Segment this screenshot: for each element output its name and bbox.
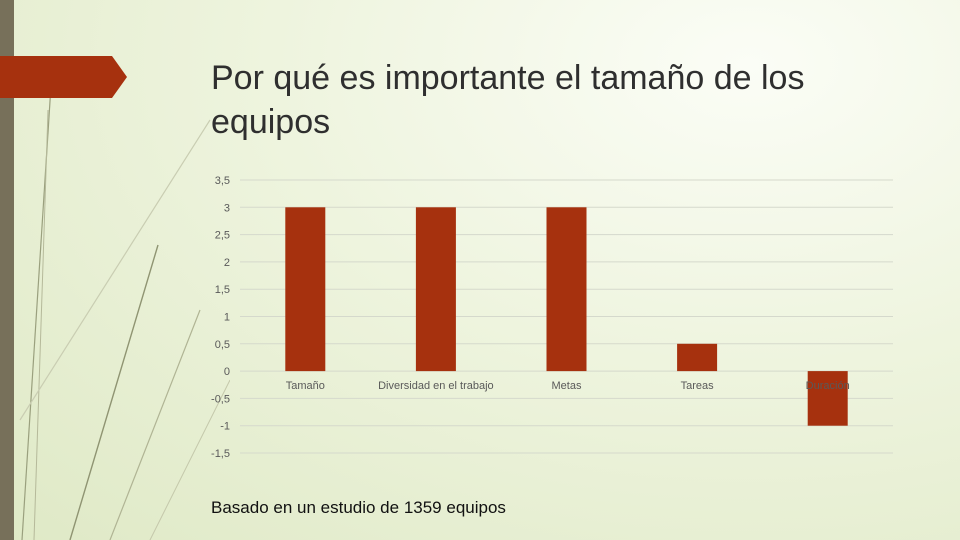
title-accent-tab xyxy=(0,56,127,98)
decorative-lines xyxy=(19,69,230,540)
y-tick-label: 1,5 xyxy=(215,284,230,296)
y-tick-label: -1 xyxy=(220,421,230,433)
bar xyxy=(807,371,848,426)
y-tick-label: 2 xyxy=(224,257,230,269)
x-axis-category-labels: Tamaño Diversidad en el trabajo Metas Tarea… xyxy=(286,380,850,392)
bar xyxy=(546,207,587,372)
bar xyxy=(677,343,718,372)
y-axis-tick-labels: 3,5 3 2,5 2 1,5 1 0,5 0 -0,5 -1 -1,5 xyxy=(211,175,230,460)
y-tick-label: 3 xyxy=(224,202,230,214)
y-tick-label: -1,5 xyxy=(211,448,230,460)
sidebar-stripe xyxy=(0,0,14,540)
x-category-label: Tamaño xyxy=(286,380,325,392)
x-category-label: Tareas xyxy=(681,380,715,392)
slide-title: Por qué es importante el tamaño de los e… xyxy=(211,59,805,141)
bars xyxy=(285,207,848,426)
y-tick-label: 2,5 xyxy=(215,230,230,242)
x-category-label: Metas xyxy=(552,380,582,392)
y-tick-label: 0 xyxy=(224,366,230,378)
accent-arrow-shape xyxy=(0,56,127,98)
y-tick-label: 3,5 xyxy=(215,175,230,187)
y-tick-label: -0,5 xyxy=(211,393,230,405)
x-category-label: Diversidad en el trabajo xyxy=(378,380,494,392)
x-category-label: Duración xyxy=(806,380,850,392)
y-tick-label: 0,5 xyxy=(215,339,230,351)
bar xyxy=(285,207,326,372)
bar xyxy=(415,207,456,372)
footnote: Basado en un estudio de 1359 equipos xyxy=(211,498,506,517)
y-tick-label: 1 xyxy=(224,312,230,324)
